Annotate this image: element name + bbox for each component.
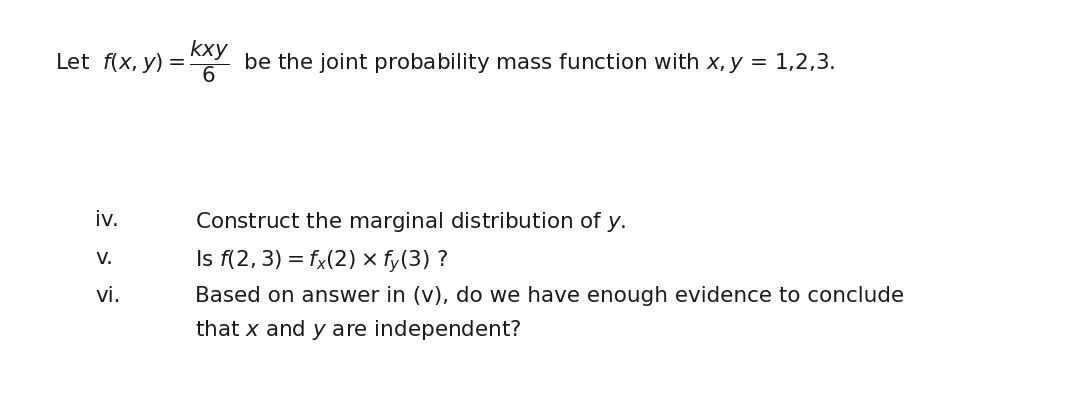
Text: Let  $f(x, y) = \dfrac{kxy}{6}$  be the joint probability mass function with $x,: Let $f(x, y) = \dfrac{kxy}{6}$ be the jo… <box>55 38 836 85</box>
Text: Is $f(2,3) = f_x(2) \times f_y(3)$ ?: Is $f(2,3) = f_x(2) \times f_y(3)$ ? <box>195 248 448 275</box>
Text: iv.: iv. <box>95 210 119 230</box>
Text: that $x$ and $y$ are independent?: that $x$ and $y$ are independent? <box>195 318 522 342</box>
Text: vi.: vi. <box>95 286 121 306</box>
Text: Construct the marginal distribution of $y$.: Construct the marginal distribution of $… <box>195 210 626 234</box>
Text: v.: v. <box>95 248 113 268</box>
Text: Based on answer in (v), do we have enough evidence to conclude: Based on answer in (v), do we have enoug… <box>195 286 904 306</box>
